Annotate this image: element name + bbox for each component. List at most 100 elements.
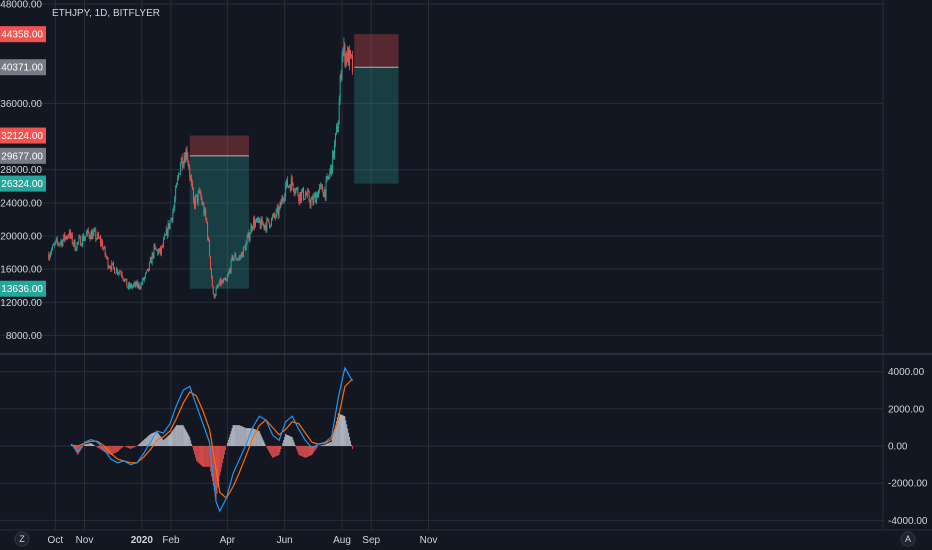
candle[interactable] xyxy=(318,189,319,198)
candle[interactable] xyxy=(140,282,142,290)
candle[interactable] xyxy=(127,286,129,289)
candle[interactable] xyxy=(224,277,225,280)
candle[interactable] xyxy=(233,257,235,262)
candle[interactable] xyxy=(281,195,283,205)
candle[interactable] xyxy=(293,188,295,196)
candle[interactable] xyxy=(287,176,288,188)
candle[interactable] xyxy=(68,233,69,239)
candle[interactable] xyxy=(214,293,216,299)
candle[interactable] xyxy=(180,156,182,165)
candle[interactable] xyxy=(235,252,237,261)
candle[interactable] xyxy=(158,248,160,255)
candle[interactable] xyxy=(157,249,159,256)
candle[interactable] xyxy=(223,278,225,284)
candle[interactable] xyxy=(192,180,194,190)
candle[interactable] xyxy=(309,199,311,209)
candle[interactable] xyxy=(312,194,314,206)
candle[interactable] xyxy=(136,279,138,289)
candle[interactable] xyxy=(155,247,157,250)
candle[interactable] xyxy=(191,174,193,187)
candle[interactable] xyxy=(337,120,339,133)
candle[interactable] xyxy=(343,37,345,57)
macd-line[interactable] xyxy=(70,366,353,513)
candle[interactable] xyxy=(148,261,150,271)
candle[interactable] xyxy=(292,182,294,192)
candle[interactable] xyxy=(173,204,175,214)
candle[interactable] xyxy=(164,234,166,237)
candle[interactable] xyxy=(302,187,304,193)
candle[interactable] xyxy=(149,256,151,263)
candle[interactable] xyxy=(335,132,336,148)
candle[interactable] xyxy=(188,160,190,170)
candle[interactable] xyxy=(59,241,61,248)
candle[interactable] xyxy=(207,221,209,241)
candle[interactable] xyxy=(58,243,60,246)
candle[interactable] xyxy=(341,51,343,81)
candle[interactable] xyxy=(197,189,199,206)
candle[interactable] xyxy=(152,252,154,260)
candle[interactable] xyxy=(326,173,328,183)
candle[interactable] xyxy=(50,250,52,259)
candle[interactable] xyxy=(313,192,315,205)
candle[interactable] xyxy=(323,186,325,198)
candle[interactable] xyxy=(283,197,285,205)
candle[interactable] xyxy=(304,190,306,200)
candle[interactable] xyxy=(84,235,85,242)
candle[interactable] xyxy=(344,42,346,68)
candles[interactable] xyxy=(48,37,353,299)
candle[interactable] xyxy=(317,191,319,199)
candle[interactable] xyxy=(205,207,207,221)
candle[interactable] xyxy=(104,246,106,257)
short-position-tool[interactable] xyxy=(354,34,399,184)
candle[interactable] xyxy=(285,181,287,202)
candle[interactable] xyxy=(291,175,293,186)
candle[interactable] xyxy=(200,190,202,201)
candle[interactable] xyxy=(194,194,196,210)
candle[interactable] xyxy=(255,218,257,228)
candle[interactable] xyxy=(114,267,116,274)
candle[interactable] xyxy=(175,184,177,203)
candle[interactable] xyxy=(350,49,351,59)
candle[interactable] xyxy=(72,242,74,247)
candle[interactable] xyxy=(55,236,57,243)
candle[interactable] xyxy=(195,194,197,197)
candle[interactable] xyxy=(303,198,305,201)
candle[interactable] xyxy=(179,162,181,176)
candle[interactable] xyxy=(339,74,341,105)
candle[interactable] xyxy=(81,242,83,247)
candle[interactable] xyxy=(322,191,324,197)
candle[interactable] xyxy=(222,279,224,283)
candle[interactable] xyxy=(331,165,333,177)
candle[interactable] xyxy=(241,251,243,258)
candle[interactable] xyxy=(70,232,72,240)
candle[interactable] xyxy=(53,242,54,246)
candle[interactable] xyxy=(87,227,89,234)
candle[interactable] xyxy=(219,279,221,285)
price-tag[interactable]: 40371.00 xyxy=(0,59,46,76)
candle[interactable] xyxy=(250,223,252,235)
candle[interactable] xyxy=(330,163,332,176)
candle[interactable] xyxy=(193,187,194,204)
candle[interactable] xyxy=(286,179,288,189)
candle[interactable] xyxy=(124,278,126,283)
candle[interactable] xyxy=(278,206,280,219)
candle[interactable] xyxy=(206,217,208,224)
candle[interactable] xyxy=(328,174,330,181)
candle[interactable] xyxy=(251,223,253,233)
candle[interactable] xyxy=(262,220,264,227)
candle[interactable] xyxy=(115,272,116,274)
candle[interactable] xyxy=(147,268,149,273)
candle[interactable] xyxy=(208,236,210,242)
candle[interactable] xyxy=(325,176,327,202)
candle[interactable] xyxy=(245,240,247,251)
candle[interactable] xyxy=(88,232,90,239)
candle[interactable] xyxy=(147,268,148,272)
candle[interactable] xyxy=(68,228,70,239)
candle[interactable] xyxy=(279,201,281,211)
candle[interactable] xyxy=(53,242,55,248)
candle[interactable] xyxy=(332,149,334,174)
candle[interactable] xyxy=(64,231,66,243)
candle[interactable] xyxy=(276,204,278,214)
candle[interactable] xyxy=(167,219,169,238)
